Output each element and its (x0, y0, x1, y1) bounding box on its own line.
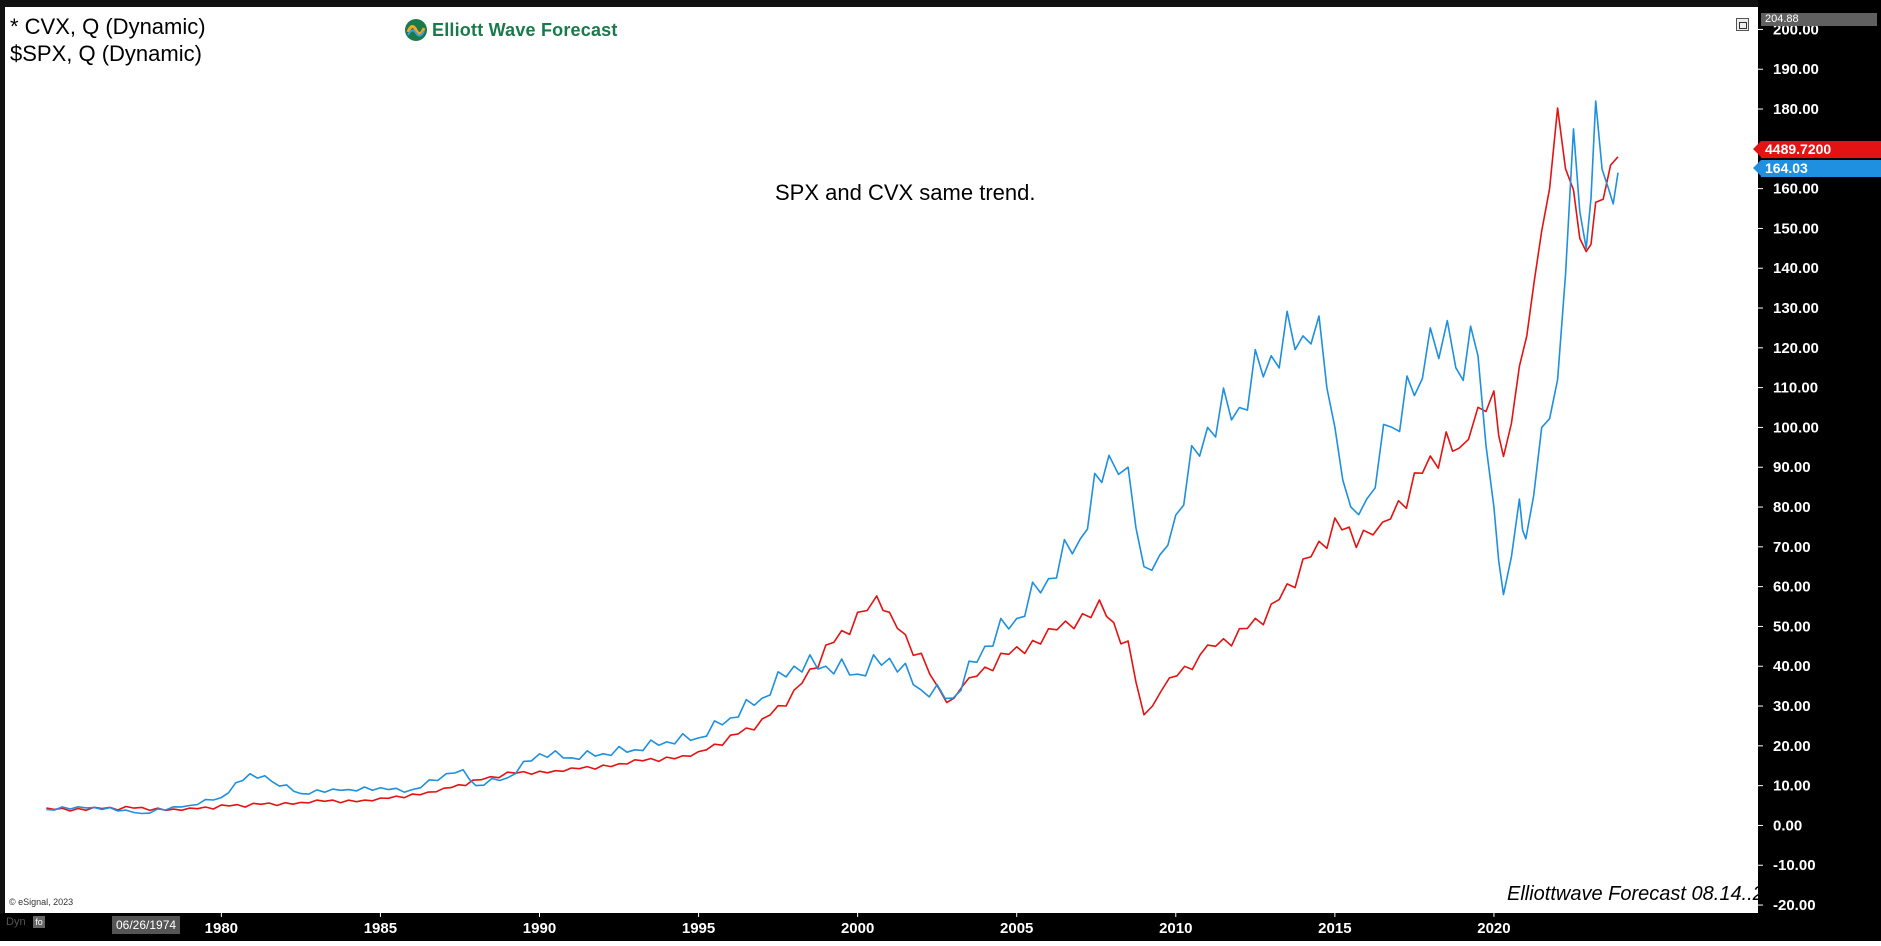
y-tick-label: 150.00 (1773, 220, 1819, 237)
plot-area[interactable] (5, 10, 1758, 913)
y-tick-label: 190.00 (1773, 61, 1819, 78)
logo-text: Elliott Wave Forecast (432, 19, 618, 40)
y-tick-label: 20.00 (1773, 738, 1811, 755)
symbol-cvx-label: * CVX, Q (Dynamic) (10, 14, 206, 39)
y-tick-label: 180.00 (1773, 101, 1819, 118)
y-tick-label: 140.00 (1773, 260, 1819, 277)
y-tick-label: 120.00 (1773, 340, 1819, 357)
y-tick-label: 100.00 (1773, 419, 1819, 436)
x-tick-label: 2000 (841, 920, 874, 937)
y-tick-label: 40.00 (1773, 658, 1811, 675)
y-tick-label: 80.00 (1773, 499, 1811, 516)
time-axis-svg: 1980 1985 1990 1995 2000 2005 2010 2015 2020 (205, 913, 1511, 937)
y-tick-label: 160.00 (1773, 181, 1819, 198)
y-tick-label: -20.00 (1773, 897, 1816, 914)
y-tick-label: 10.00 (1773, 778, 1811, 795)
y-tick-label: 90.00 (1773, 459, 1811, 476)
x-tick-label: 1990 (523, 920, 556, 937)
time-axis[interactable]: 1980 1985 1990 1995 2000 2005 2010 2015 2020 (0, 913, 1881, 941)
x-tick-label: 1980 (205, 920, 238, 937)
restore-window-button[interactable] (1736, 18, 1749, 31)
spx-last-price-tag: 4489.7200 (1753, 141, 1881, 158)
y-tick-label: -10.00 (1773, 857, 1816, 874)
axis-top-value: 204.88 (1761, 13, 1877, 26)
x-tick-label: 1985 (364, 920, 397, 937)
logo: Elliott Wave Forecast (404, 18, 618, 42)
x-tick-label: 2010 (1159, 920, 1192, 937)
copyright-text: © eSignal, 2023 (9, 897, 74, 907)
cursor-date-box: 06/26/1974 (112, 916, 181, 934)
y-tick-label: 30.00 (1773, 698, 1811, 715)
elliott-wave-logo-icon (405, 19, 427, 41)
x-tick-label: 2020 (1477, 920, 1510, 937)
dyn-label: Dyn (6, 916, 26, 928)
window-top-border (0, 0, 1881, 7)
chart-annotation: SPX and CVX same trend. (775, 180, 1036, 205)
y-tick-label: 50.00 (1773, 618, 1811, 635)
y-tick-label: 130.00 (1773, 300, 1819, 317)
symbol-spx-label: $SPX, Q (Dynamic) (10, 41, 202, 66)
x-tick-label: 2005 (1000, 920, 1033, 937)
chart-svg[interactable] (5, 10, 1758, 913)
cvx-last-price-tag: 164.03 (1753, 160, 1881, 177)
x-tick-label: 1995 (682, 920, 715, 937)
y-tick-label: 110.00 (1773, 380, 1818, 397)
y-tick-label: 60.00 (1773, 579, 1811, 596)
series-line-cvx (46, 100, 1619, 815)
dyn-toggle-icon[interactable]: fo (33, 916, 45, 928)
y-tick-label: 0.00 (1773, 817, 1802, 834)
series-line-spx (46, 107, 1619, 812)
x-tick-label: 2015 (1318, 920, 1351, 937)
y-tick-label: 70.00 (1773, 539, 1811, 556)
window-left-border (0, 0, 5, 941)
watermark-text: Elliottwave Forecast 08.14..2023 (1507, 883, 1798, 905)
